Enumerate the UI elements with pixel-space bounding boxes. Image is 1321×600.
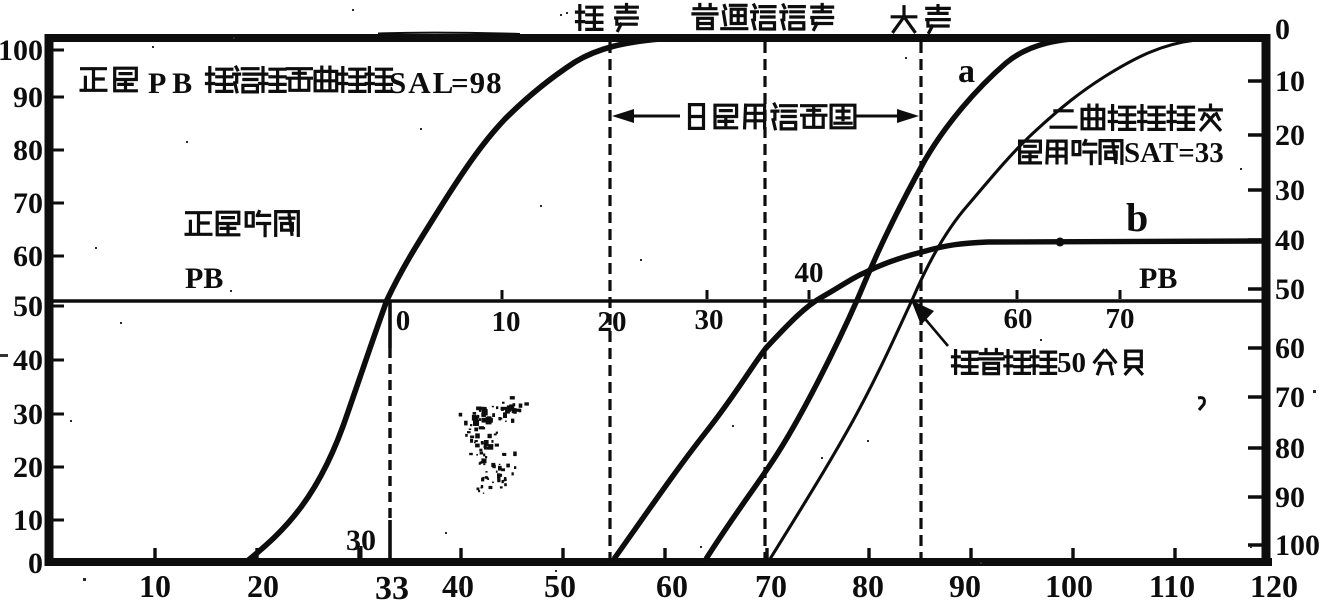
svg-text:20: 20	[1275, 119, 1305, 152]
svg-text:20: 20	[598, 306, 627, 338]
svg-text:100: 100	[1275, 529, 1320, 562]
svg-text:60: 60	[1004, 303, 1033, 335]
svg-text:80: 80	[1275, 432, 1305, 465]
svg-text:20: 20	[13, 451, 43, 484]
svg-text:0: 0	[396, 305, 411, 337]
svg-text:10: 10	[13, 504, 43, 537]
svg-text:a: a	[958, 53, 975, 90]
svg-text:20: 20	[247, 568, 279, 600]
svg-text:30: 30	[695, 304, 724, 336]
svg-text:120: 120	[1250, 568, 1298, 600]
svg-text:80: 80	[852, 568, 884, 600]
svg-text:0: 0	[28, 547, 43, 580]
svg-text:50: 50	[1057, 347, 1086, 379]
svg-text:SAT=33: SAT=33	[1124, 137, 1224, 169]
svg-text:80: 80	[13, 134, 43, 167]
svg-text:70: 70	[13, 187, 43, 220]
svg-text:90: 90	[949, 568, 981, 600]
svg-text:110: 110	[1149, 568, 1195, 600]
svg-text:33: 33	[375, 570, 409, 600]
svg-text:=98: =98	[451, 65, 503, 100]
svg-text:40: 40	[1275, 224, 1305, 257]
svg-text:70: 70	[1106, 303, 1135, 335]
svg-text:0: 0	[1275, 13, 1290, 46]
svg-text:70: 70	[1275, 381, 1305, 414]
svg-text:50: 50	[13, 290, 43, 323]
svg-text:70: 70	[755, 568, 787, 600]
svg-text:b: b	[1126, 195, 1148, 240]
svg-text:100: 100	[0, 34, 43, 67]
svg-text:40: 40	[442, 568, 474, 600]
svg-text:PB: PB	[185, 262, 223, 295]
svg-text:30: 30	[346, 524, 376, 557]
svg-text:50: 50	[1275, 273, 1305, 306]
svg-text:30: 30	[1275, 174, 1305, 207]
svg-text:60: 60	[1275, 332, 1305, 365]
svg-text:P B: P B	[148, 67, 192, 100]
svg-text:100: 100	[1045, 568, 1093, 600]
svg-text:40: 40	[795, 257, 824, 289]
svg-text:PB: PB	[1139, 262, 1177, 295]
svg-text:SAL: SAL	[389, 65, 455, 100]
svg-text:30: 30	[13, 398, 43, 431]
svg-text:10: 10	[492, 306, 521, 338]
svg-text:90: 90	[13, 81, 43, 114]
svg-text:50: 50	[544, 568, 576, 600]
svg-text:90: 90	[1275, 481, 1305, 514]
svg-text:60: 60	[13, 240, 43, 273]
svg-text:10: 10	[1275, 65, 1305, 98]
svg-text:10: 10	[139, 568, 171, 600]
svg-text:40: 40	[13, 344, 43, 377]
